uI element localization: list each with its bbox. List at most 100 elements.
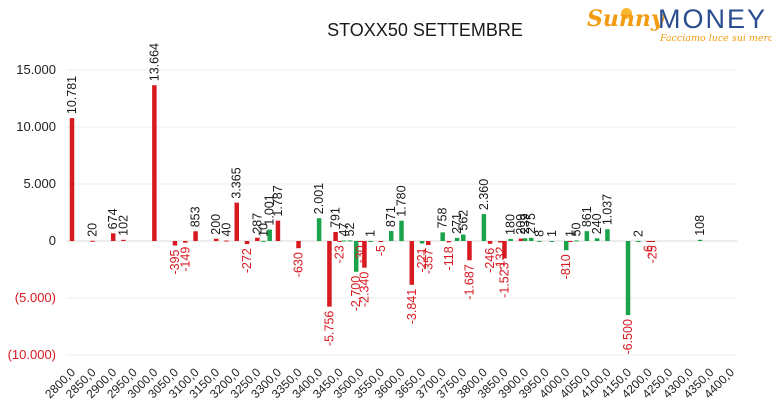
data-label: -357 (421, 249, 435, 274)
bar (697, 239, 703, 241)
data-label: 861 (580, 206, 594, 227)
sun-icon (621, 8, 632, 19)
data-label: -132 (493, 246, 507, 271)
bar (353, 241, 359, 272)
data-label: -2.700 (349, 276, 363, 311)
data-label: 562 (456, 210, 470, 231)
bar (399, 220, 404, 241)
bar (650, 241, 655, 242)
data-label: 209 (514, 214, 528, 235)
data-label: 791 (329, 207, 343, 228)
bar (388, 231, 394, 241)
data-label: -221 (415, 247, 429, 272)
bar (267, 229, 272, 241)
bar (296, 241, 301, 249)
data-label: 1 (545, 230, 559, 237)
bar (564, 241, 569, 251)
bar (594, 238, 600, 241)
bar (454, 237, 460, 241)
data-label: 10.781 (65, 76, 79, 114)
data-label: 240 (590, 213, 604, 234)
data-label: 1.001 (263, 194, 277, 225)
data-label: -630 (292, 252, 306, 277)
data-label: 47 (337, 223, 351, 237)
bar (568, 240, 573, 242)
bar (337, 241, 342, 242)
bar (409, 241, 415, 285)
data-label: -2.340 (357, 272, 371, 307)
sunny-money-logo: Sunny MONEY Facciamo luce sui mercati (585, 4, 772, 48)
bar (537, 240, 542, 242)
y-tick-label: 15.000 (16, 62, 56, 77)
data-label: -5.756 (322, 311, 336, 346)
bar (378, 241, 384, 242)
data-label: -810 (559, 254, 573, 279)
y-tick-label: (5.000) (15, 290, 56, 305)
bar (110, 233, 116, 241)
bar (584, 231, 590, 241)
data-label: -1.687 (462, 264, 476, 299)
bar (193, 231, 198, 241)
bar (234, 202, 239, 241)
bar (121, 239, 126, 241)
data-label: 2.360 (477, 179, 491, 210)
bar (224, 240, 229, 242)
data-label: 871 (384, 206, 398, 227)
data-label: 102 (116, 215, 130, 236)
bar (502, 241, 507, 259)
bar (69, 118, 75, 241)
bar (183, 241, 188, 243)
logo-script-text: Sunny (587, 6, 664, 32)
data-label: 239 (518, 213, 532, 234)
chart-title: STOXX50 SETTEMBRE (327, 20, 523, 40)
logo-caps-text: MONEY (658, 4, 768, 34)
bar (261, 240, 266, 242)
data-label: 853 (189, 206, 203, 227)
bar (333, 231, 338, 241)
bar-series (69, 85, 703, 316)
data-label: 52 (343, 222, 357, 236)
data-label: 1 (563, 230, 577, 237)
logo-tagline: Facciamo luce sui mercati (660, 33, 772, 44)
bar (347, 240, 353, 242)
bar (362, 241, 367, 268)
bar (467, 241, 472, 261)
bar (461, 234, 466, 241)
bar (440, 232, 445, 241)
bar (368, 240, 373, 242)
data-label: 10 (257, 223, 271, 237)
data-label: 758 (436, 207, 450, 228)
data-label: 1.037 (600, 194, 614, 225)
bar (528, 237, 534, 241)
data-label: 13.664 (147, 43, 161, 81)
data-label: -25 (646, 245, 660, 263)
bar (522, 238, 528, 241)
bar (275, 220, 281, 241)
data-label: -6.500 (621, 319, 635, 354)
bar (498, 241, 503, 243)
data-label: -5 (374, 245, 388, 256)
bar (358, 241, 363, 242)
bar (244, 241, 250, 245)
y-tick-label: 10.000 (16, 119, 56, 134)
data-label: -6 (642, 245, 656, 256)
bar (487, 241, 493, 244)
data-label: -246 (483, 248, 497, 273)
data-label: 271 (450, 213, 464, 234)
bar (625, 241, 631, 316)
bar (172, 241, 178, 246)
bar (426, 241, 431, 246)
bar (574, 240, 579, 242)
y-tick-label: 5.000 (23, 176, 56, 191)
data-label: -118 (442, 246, 456, 270)
bar (508, 238, 513, 241)
data-label: -30 (353, 245, 367, 263)
data-label: -149 (178, 247, 192, 272)
data-label: -395 (168, 249, 182, 274)
data-label: -1.523 (497, 262, 511, 297)
data-label: 275 (524, 213, 538, 234)
y-axis: 15.000 10.000 5.000 0 (5.000) (10.000) (8, 62, 56, 362)
bar (481, 214, 487, 241)
data-label: 200 (209, 214, 223, 235)
y-tick-label: 0 (49, 233, 56, 248)
